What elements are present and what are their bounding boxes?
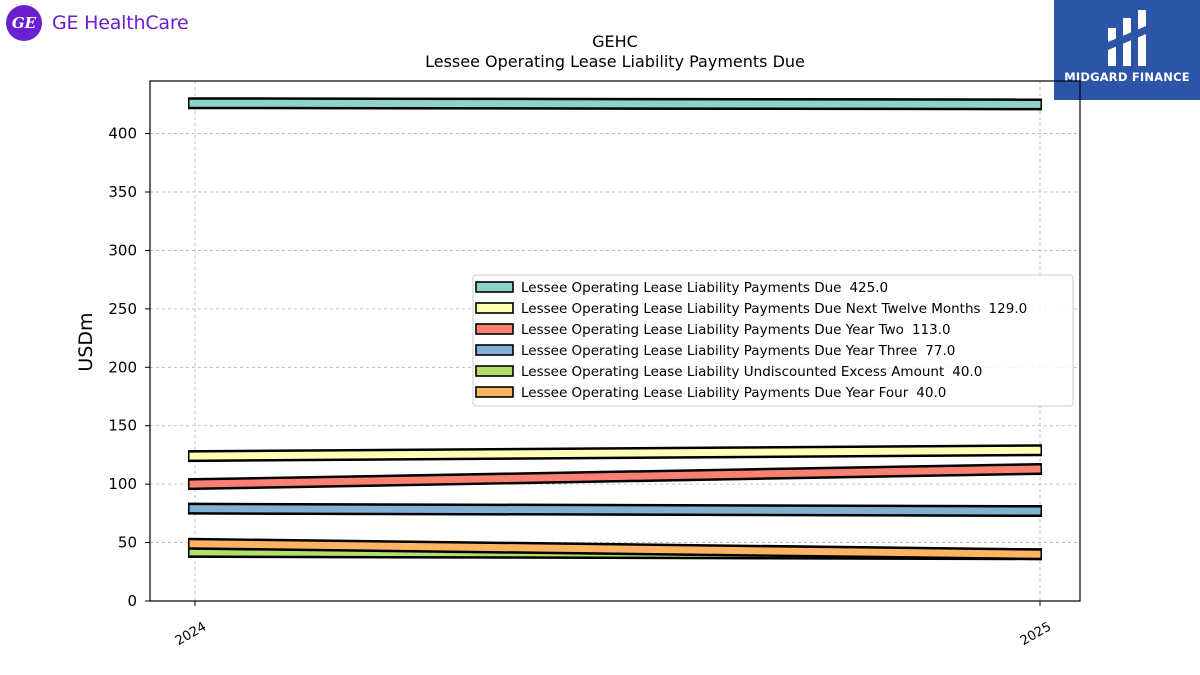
legend-entry: Lessee Operating Lease Liability Payment… bbox=[521, 280, 888, 296]
ge-monogram-text: GE bbox=[11, 14, 37, 32]
x-tick-label: 2024 bbox=[173, 619, 209, 649]
legend: Lessee Operating Lease Liability Payment… bbox=[472, 274, 1074, 407]
midgard-mark-icon bbox=[1108, 10, 1146, 66]
y-axis-label: USDm bbox=[75, 312, 97, 371]
ge-healthcare-name: GE HealthCare bbox=[52, 12, 189, 34]
y-tick-label: 300 bbox=[108, 241, 137, 259]
legend-series-name: Lessee Operating Lease Liability Payment… bbox=[521, 385, 909, 401]
ge-monogram-icon: GE bbox=[6, 5, 42, 41]
legend-swatch bbox=[475, 365, 514, 377]
series-line bbox=[189, 446, 1041, 460]
legend-series-name: Lessee Operating Lease Liability Undisco… bbox=[521, 364, 944, 380]
legend-box bbox=[472, 274, 1074, 407]
legend-swatch bbox=[475, 344, 514, 356]
legend-entry: Lessee Operating Lease Liability Payment… bbox=[521, 343, 955, 359]
series-line bbox=[189, 99, 1041, 108]
midgard-finance-logo: MIDGARD FINANCE bbox=[1054, 0, 1200, 100]
x-tick-label: 2025 bbox=[1018, 619, 1054, 649]
y-tick-label: 150 bbox=[108, 417, 137, 435]
y-tick-label: 0 bbox=[127, 592, 137, 610]
legend-series-name: Lessee Operating Lease Liability Payment… bbox=[521, 322, 904, 338]
legend-entry: Lessee Operating Lease Liability Payment… bbox=[521, 301, 1027, 317]
legend-swatch bbox=[475, 386, 514, 398]
legend-swatch bbox=[475, 323, 514, 335]
legend-series-name: Lessee Operating Lease Liability Payment… bbox=[521, 301, 981, 317]
y-tick-label: 350 bbox=[108, 183, 137, 201]
midgard-finance-name: MIDGARD FINANCE bbox=[1064, 70, 1190, 84]
legend-series-name: Lessee Operating Lease Liability Payment… bbox=[521, 343, 917, 359]
y-tick-label: 400 bbox=[108, 125, 137, 143]
ge-healthcare-logo: GE GE HealthCare bbox=[6, 5, 189, 41]
plot-frame bbox=[149, 80, 1081, 602]
series-line bbox=[189, 540, 1041, 558]
legend-series-value: 77.0 bbox=[925, 343, 955, 359]
y-tick-label: 50 bbox=[118, 534, 137, 552]
series-group bbox=[187, 97, 1043, 561]
legend-entry: Lessee Operating Lease Liability Payment… bbox=[521, 385, 946, 401]
chart-subtitle: Lessee Operating Lease Liability Payment… bbox=[425, 52, 805, 71]
series-line bbox=[189, 505, 1041, 515]
chart-title: GEHC bbox=[592, 32, 638, 51]
legend-swatch bbox=[475, 281, 514, 293]
legend-series-value: 129.0 bbox=[989, 301, 1028, 317]
y-tick-label: 200 bbox=[108, 358, 137, 376]
legend-series-value: 425.0 bbox=[849, 280, 888, 296]
legend-series-value: 113.0 bbox=[912, 322, 951, 338]
legend-series-value: 40.0 bbox=[952, 364, 982, 380]
series-line bbox=[189, 465, 1041, 488]
legend-entry: Lessee Operating Lease Liability Payment… bbox=[521, 322, 951, 338]
legend-entry: Lessee Operating Lease Liability Undisco… bbox=[521, 364, 982, 380]
y-tick-label: 250 bbox=[108, 300, 137, 318]
legend-swatch bbox=[475, 302, 514, 314]
legend-series-value: 40.0 bbox=[916, 385, 946, 401]
y-tick-label: 100 bbox=[108, 475, 137, 493]
legend-series-name: Lessee Operating Lease Liability Payment… bbox=[521, 280, 841, 296]
